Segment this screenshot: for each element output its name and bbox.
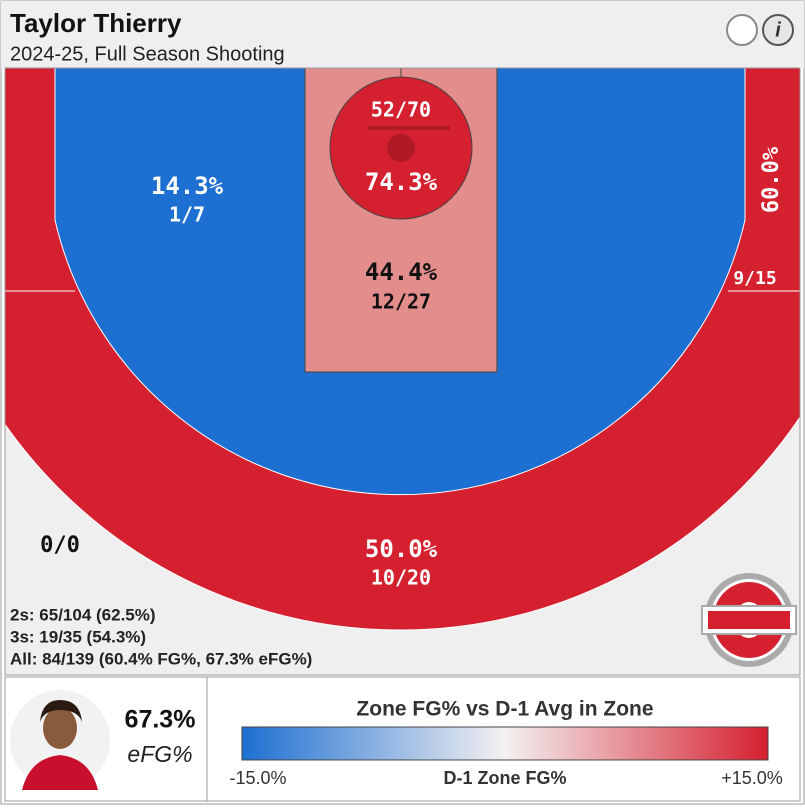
player-face	[43, 707, 77, 749]
title: Taylor Thierry	[10, 8, 182, 38]
zone-made: 12/27	[371, 290, 431, 314]
stat-line: 3s: 19/35 (54.3%)	[10, 627, 146, 646]
zone-pct: 74.3%	[365, 168, 438, 196]
zone-made: 10/20	[371, 566, 431, 590]
legend-min: -15.0%	[229, 768, 286, 788]
zone-made: 1/7	[169, 203, 205, 227]
court	[5, 68, 800, 675]
info-icon: i	[775, 19, 781, 41]
zone-pct: 60.0%	[759, 146, 784, 213]
zone-pct: 50.0%	[365, 535, 438, 563]
player-jersey	[22, 755, 98, 790]
header-bg	[1, 1, 804, 68]
zone-pct: 14.3%	[151, 172, 224, 200]
efg-value: 67.3%	[125, 706, 196, 734]
stat-line: All: 84/139 (60.4% FG%, 67.3% eFG%)	[10, 649, 312, 668]
player-hair	[40, 700, 82, 722]
legend-title: Zone FG% vs D-1 Avg in Zone	[356, 698, 653, 721]
stat-line: 2s: 65/104 (62.5%)	[10, 605, 156, 624]
rim	[387, 134, 415, 162]
info-button[interactable]	[762, 14, 794, 46]
legend-axis-label: D-1 Zone FG%	[443, 768, 566, 788]
zone-made: 0/0	[40, 533, 80, 558]
legend-gradient	[241, 726, 769, 761]
zone-made: 52/70	[371, 98, 431, 122]
subtitle: 2024-25, Full Season Shooting	[10, 43, 285, 65]
zone-made: 9/15	[733, 268, 776, 289]
efg-label: eFG%	[127, 741, 192, 767]
toggle-button[interactable]	[726, 14, 758, 46]
zone-pct: 44.4%	[365, 258, 438, 286]
legend-max: +15.0%	[721, 768, 783, 788]
court-border	[4, 67, 801, 676]
team-logo	[701, 573, 797, 667]
logo-band-inner	[708, 611, 790, 629]
